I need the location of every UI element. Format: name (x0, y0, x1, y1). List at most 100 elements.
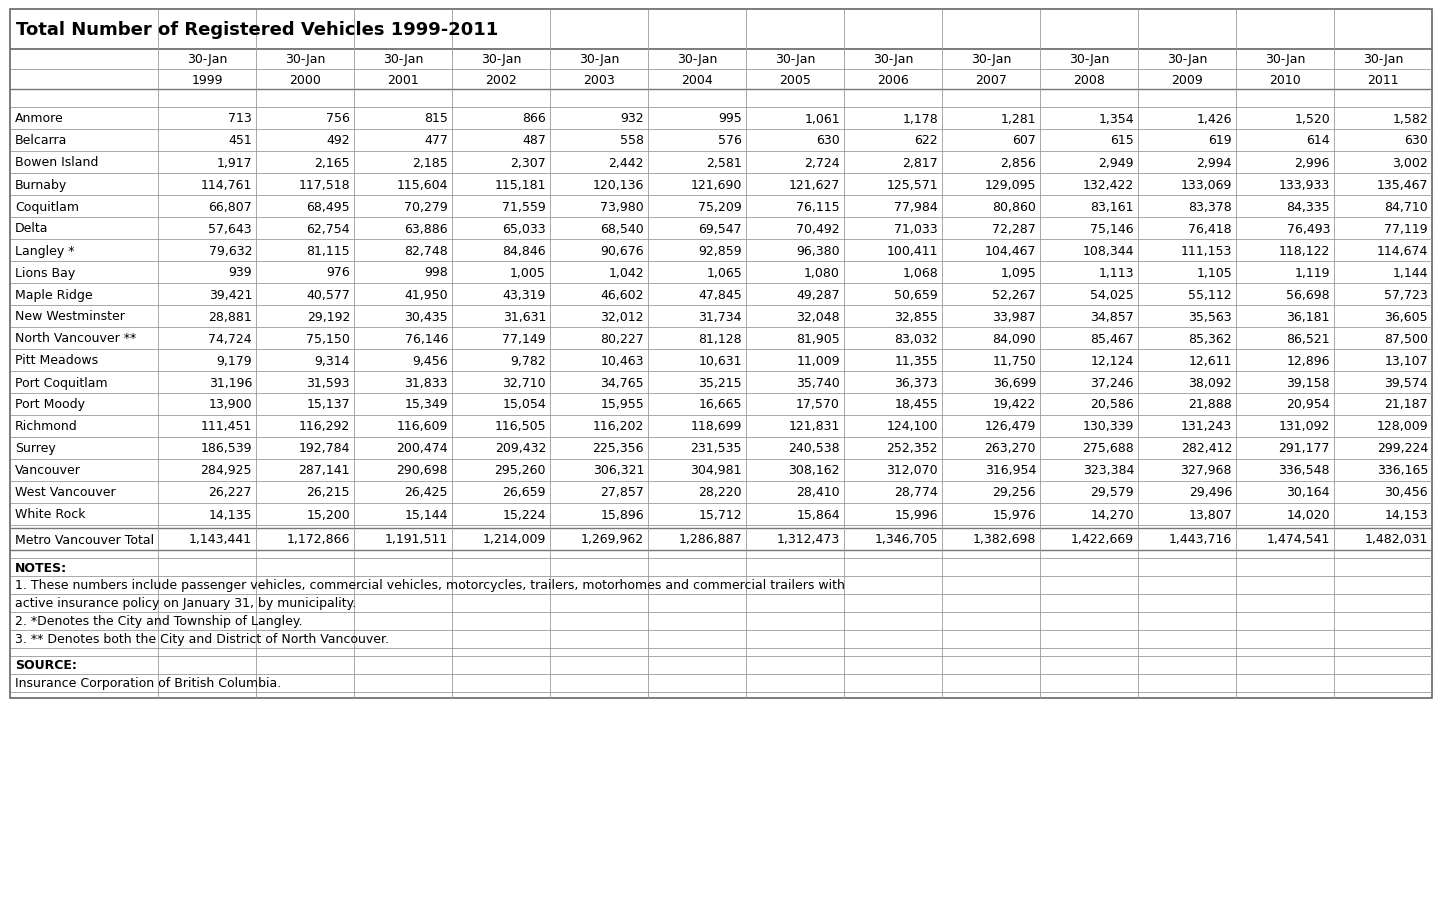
Text: 2004: 2004 (681, 73, 713, 87)
Text: 30,456: 30,456 (1384, 486, 1429, 499)
Text: 104,467: 104,467 (984, 244, 1036, 257)
Text: 57,643: 57,643 (208, 222, 253, 236)
Text: 1,312,473: 1,312,473 (776, 533, 840, 546)
Text: Surrey: Surrey (14, 442, 56, 455)
Text: 2,442: 2,442 (609, 156, 644, 170)
Text: 1,042: 1,042 (609, 266, 644, 279)
Text: 62,754: 62,754 (306, 222, 351, 236)
Text: 71,559: 71,559 (502, 200, 545, 213)
Text: 304,981: 304,981 (691, 464, 742, 477)
Text: 14,270: 14,270 (1091, 507, 1134, 521)
Text: 30-Jan: 30-Jan (382, 53, 423, 67)
Text: 615: 615 (1110, 135, 1134, 147)
Text: 1,068: 1,068 (902, 266, 938, 279)
Text: 1999: 1999 (192, 73, 222, 87)
Text: 35,563: 35,563 (1189, 310, 1232, 323)
Text: 1,482,031: 1,482,031 (1365, 533, 1429, 546)
Text: 231,535: 231,535 (691, 442, 742, 455)
Text: 1,426: 1,426 (1196, 112, 1232, 126)
Text: 2009: 2009 (1172, 73, 1203, 87)
Text: 33,987: 33,987 (993, 310, 1036, 323)
Text: Belcarra: Belcarra (14, 135, 68, 147)
Text: Maple Ridge: Maple Ridge (14, 288, 92, 302)
Text: Bowen Island: Bowen Island (14, 156, 98, 170)
Text: 1,005: 1,005 (511, 266, 545, 279)
Text: 1,144: 1,144 (1392, 266, 1429, 279)
Text: 1,281: 1,281 (1000, 112, 1036, 126)
Text: 630: 630 (817, 135, 840, 147)
Text: 30-Jan: 30-Jan (1167, 53, 1208, 67)
Text: 1,178: 1,178 (902, 112, 938, 126)
Text: 1,214,009: 1,214,009 (482, 533, 545, 546)
Text: Richmond: Richmond (14, 420, 78, 433)
Text: 2,817: 2,817 (902, 156, 938, 170)
Text: 284,925: 284,925 (201, 464, 253, 477)
Text: 79,632: 79,632 (208, 244, 253, 257)
Text: 1,113: 1,113 (1098, 266, 1134, 279)
Text: 815: 815 (424, 112, 447, 126)
Text: 998: 998 (424, 266, 447, 279)
Text: 131,243: 131,243 (1180, 420, 1232, 433)
Text: 41,950: 41,950 (404, 288, 447, 302)
Text: 135,467: 135,467 (1377, 178, 1429, 191)
Text: 39,421: 39,421 (209, 288, 253, 302)
Text: 9,782: 9,782 (511, 354, 545, 368)
Text: 15,712: 15,712 (698, 507, 742, 521)
Text: 15,349: 15,349 (404, 398, 447, 411)
Text: 1,346,705: 1,346,705 (874, 533, 938, 546)
Text: 70,279: 70,279 (404, 200, 447, 213)
Text: 34,765: 34,765 (600, 376, 644, 389)
Text: 19,422: 19,422 (993, 398, 1036, 411)
Text: 1,191,511: 1,191,511 (385, 533, 447, 546)
Text: 50,659: 50,659 (895, 288, 938, 302)
Text: 77,119: 77,119 (1384, 222, 1429, 236)
Text: 87,500: 87,500 (1384, 332, 1429, 345)
Text: Port Moody: Port Moody (14, 398, 85, 411)
Text: 1,582: 1,582 (1392, 112, 1429, 126)
Text: 28,220: 28,220 (698, 486, 742, 499)
Text: 77,984: 77,984 (895, 200, 938, 213)
Text: Anmore: Anmore (14, 112, 63, 126)
Text: 1,382,698: 1,382,698 (973, 533, 1036, 546)
Text: 31,593: 31,593 (306, 376, 351, 389)
Text: 1. These numbers include passenger vehicles, commercial vehicles, motorcycles, t: 1. These numbers include passenger vehic… (14, 579, 844, 591)
Text: 1,474,541: 1,474,541 (1267, 533, 1330, 546)
Text: 291,177: 291,177 (1278, 442, 1330, 455)
Text: 15,144: 15,144 (404, 507, 447, 521)
Text: 57,723: 57,723 (1384, 288, 1429, 302)
Text: 713: 713 (228, 112, 253, 126)
Text: 77,149: 77,149 (502, 332, 545, 345)
Text: 299,224: 299,224 (1377, 442, 1429, 455)
Text: 32,855: 32,855 (895, 310, 938, 323)
Text: 1,105: 1,105 (1196, 266, 1232, 279)
Text: 200,474: 200,474 (397, 442, 447, 455)
Text: 15,955: 15,955 (600, 398, 644, 411)
Text: 82,748: 82,748 (404, 244, 447, 257)
Text: 84,335: 84,335 (1286, 200, 1330, 213)
Text: 306,321: 306,321 (593, 464, 644, 477)
Text: 2,856: 2,856 (1000, 156, 1036, 170)
Text: 80,227: 80,227 (600, 332, 644, 345)
Text: 10,463: 10,463 (600, 354, 644, 368)
Text: 55,112: 55,112 (1189, 288, 1232, 302)
Text: 81,115: 81,115 (306, 244, 351, 257)
Text: 76,115: 76,115 (797, 200, 840, 213)
Text: 15,224: 15,224 (502, 507, 545, 521)
Text: 126,479: 126,479 (984, 420, 1036, 433)
Text: 492: 492 (326, 135, 351, 147)
Text: 1,917: 1,917 (216, 156, 253, 170)
Text: 1,065: 1,065 (706, 266, 742, 279)
Text: 1,422,669: 1,422,669 (1071, 533, 1134, 546)
Text: 13,900: 13,900 (208, 398, 253, 411)
Text: 1,143,441: 1,143,441 (189, 533, 253, 546)
Text: 100,411: 100,411 (886, 244, 938, 257)
Text: 71,033: 71,033 (895, 222, 938, 236)
Text: 39,158: 39,158 (1286, 376, 1330, 389)
Text: 76,493: 76,493 (1287, 222, 1330, 236)
Text: 28,774: 28,774 (895, 486, 938, 499)
Text: 1,520: 1,520 (1294, 112, 1330, 126)
Text: 117,518: 117,518 (299, 178, 351, 191)
Text: Metro Vancouver Total: Metro Vancouver Total (14, 533, 154, 546)
Text: Pitt Meadows: Pitt Meadows (14, 354, 98, 368)
Text: 83,032: 83,032 (895, 332, 938, 345)
